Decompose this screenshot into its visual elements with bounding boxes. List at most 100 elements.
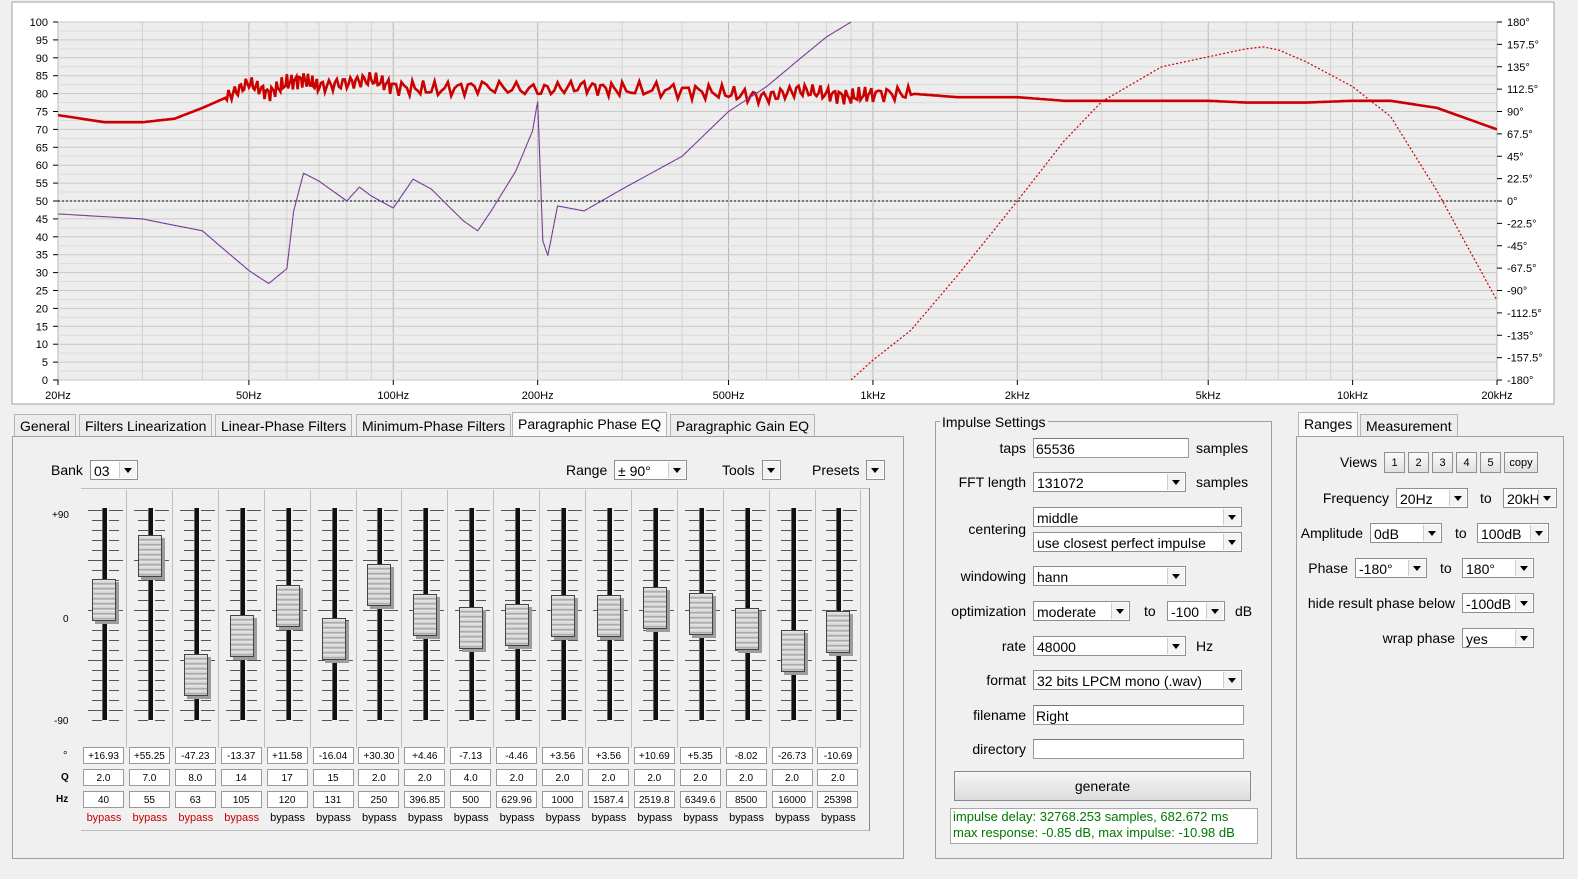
optimization-db-select[interactable]: -100 [1167,601,1225,621]
eq-band-bypass-toggle[interactable]: bypass [407,812,443,824]
eq-band-slider-thumb[interactable] [413,593,438,636]
eq-band-frequency[interactable]: 250 [358,791,400,808]
eq-band-degrees[interactable]: +4.46 [404,747,446,764]
eq-band-degrees[interactable]: +5.35 [679,747,721,764]
tab-paragraphic-gain-eq[interactable]: Paragraphic Gain EQ [670,414,816,437]
optimization-select[interactable]: moderate [1033,601,1130,621]
eq-band-q[interactable]: 2.0 [83,769,124,786]
eq-band-frequency[interactable]: 120 [266,791,308,808]
eq-band-degrees[interactable]: -47.23 [174,747,216,764]
eq-band-slider-thumb[interactable] [826,611,851,654]
eq-band-slider-thumb[interactable] [137,534,162,577]
eq-band-slider-thumb[interactable] [642,586,667,629]
eq-band-bypass-toggle[interactable]: bypass [224,812,260,824]
view-4-button[interactable]: 4 [1456,452,1477,473]
eq-band-q[interactable]: 2.0 [633,769,675,786]
eq-band-frequency[interactable]: 500 [450,791,492,808]
phase-to-select[interactable]: 180° [1462,558,1534,578]
eq-band-bypass-toggle[interactable]: bypass [820,812,856,824]
eq-band-q[interactable]: 2.0 [496,769,538,786]
eq-band-q[interactable]: 15 [312,769,354,786]
eq-band-frequency[interactable]: 40 [83,791,124,808]
eq-band-degrees[interactable]: -8.02 [725,747,767,764]
eq-band-degrees[interactable]: -26.73 [771,747,813,764]
eq-band-slider-thumb[interactable] [459,607,484,650]
eq-band-q[interactable]: 2.0 [725,769,767,786]
eq-band-slider-thumb[interactable] [551,594,575,637]
eq-band-frequency[interactable]: 63 [174,791,216,808]
eq-band-frequency[interactable]: 55 [128,791,170,808]
eq-band-degrees[interactable]: +3.56 [587,747,629,764]
eq-band-degrees[interactable]: -10.69 [817,747,859,764]
view-1-button[interactable]: 1 [1384,452,1405,473]
copy-view-button[interactable]: copy [1504,452,1538,473]
eq-band-frequency[interactable]: 16000 [771,791,813,808]
eq-band-degrees[interactable]: +16.93 [83,747,124,764]
eq-band-slider-thumb[interactable] [505,604,530,647]
eq-band-q[interactable]: 7.0 [128,769,170,786]
eq-band-slider-thumb[interactable] [596,594,621,637]
generate-button[interactable]: generate [954,771,1251,801]
bank-select[interactable]: 03 [90,460,138,480]
amplitude-to-select[interactable]: 100dB [1477,523,1549,543]
phase-from-select[interactable]: -180° [1355,558,1427,578]
eq-band-degrees[interactable]: +30.30 [358,747,400,764]
eq-band-bypass-toggle[interactable]: bypass [729,812,765,824]
frequency-to-select[interactable]: 20kHz [1503,488,1557,508]
eq-band-bypass-toggle[interactable]: bypass [453,812,489,824]
tab-general[interactable]: General [14,414,76,437]
tab-ranges[interactable]: Ranges [1298,412,1359,437]
eq-band-frequency[interactable]: 6349.6 [679,791,721,808]
eq-band-degrees[interactable]: +55.25 [128,747,170,764]
view-5-button[interactable]: 5 [1480,452,1501,473]
tab-measurement[interactable]: Measurement [1360,414,1458,437]
view-2-button[interactable]: 2 [1408,452,1429,473]
tab-linear-phase-filters[interactable]: Linear-Phase Filters [215,414,353,437]
filename-input[interactable]: Right [1033,705,1244,725]
eq-band-bypass-toggle[interactable]: bypass [775,812,810,824]
eq-band-degrees[interactable]: +11.58 [266,747,308,764]
eq-band-degrees[interactable]: -16.04 [312,747,354,764]
tab-filters-linearization[interactable]: Filters Linearization [79,414,213,437]
eq-band-slider-thumb[interactable] [688,592,713,635]
eq-band-slider-thumb[interactable] [734,608,759,651]
eq-band-q[interactable]: 2.0 [587,769,629,786]
windowing-select[interactable]: hann [1033,566,1186,586]
hide-phase-select[interactable]: -100dB [1462,593,1534,613]
centering-select[interactable]: middle [1033,507,1242,527]
range-select[interactable]: ± 90° [614,460,687,480]
eq-band-slider-thumb[interactable] [321,617,346,660]
eq-band-bypass-toggle[interactable]: bypass [132,812,168,824]
tab-minimum-phase-filters[interactable]: Minimum-Phase Filters [356,414,512,437]
eq-band-frequency[interactable]: 105 [220,791,262,808]
eq-band-degrees[interactable]: -13.37 [220,747,262,764]
eq-band-q[interactable]: 17 [266,769,308,786]
eq-band-q[interactable]: 2.0 [358,769,400,786]
rate-select[interactable]: 48000 [1033,636,1186,656]
eq-band-q[interactable]: 8.0 [174,769,216,786]
eq-band-frequency[interactable]: 25398 [817,791,859,808]
presets-menu-button[interactable] [866,460,885,480]
eq-band-bypass-toggle[interactable]: bypass [591,812,627,824]
eq-band-bypass-toggle[interactable]: bypass [361,812,397,824]
taps-input[interactable]: 65536 [1033,438,1189,458]
directory-input[interactable] [1033,739,1244,759]
eq-band-frequency[interactable]: 1000 [542,791,583,808]
eq-band-bypass-toggle[interactable]: bypass [683,812,719,824]
eq-band-q[interactable]: 2.0 [404,769,446,786]
eq-band-bypass-toggle[interactable]: bypass [86,812,122,824]
frequency-from-select[interactable]: 20Hz [1396,488,1468,508]
eq-band-q[interactable]: 4.0 [450,769,492,786]
view-3-button[interactable]: 3 [1432,452,1453,473]
frequency-response-chart[interactable]: 1009590858075706560555045403530252015105… [0,0,1578,408]
eq-band-q[interactable]: 2.0 [817,769,859,786]
eq-band-degrees[interactable]: +3.56 [542,747,583,764]
eq-band-bypass-toggle[interactable]: bypass [270,812,306,824]
eq-band-frequency[interactable]: 131 [312,791,354,808]
eq-band-q[interactable]: 2.0 [679,769,721,786]
eq-band-degrees[interactable]: -7.13 [450,747,492,764]
eq-band-slider-thumb[interactable] [275,585,300,628]
eq-band-q[interactable]: 14 [220,769,262,786]
eq-band-slider-thumb[interactable] [183,654,208,697]
fft-length-select[interactable]: 131072 [1033,472,1186,492]
